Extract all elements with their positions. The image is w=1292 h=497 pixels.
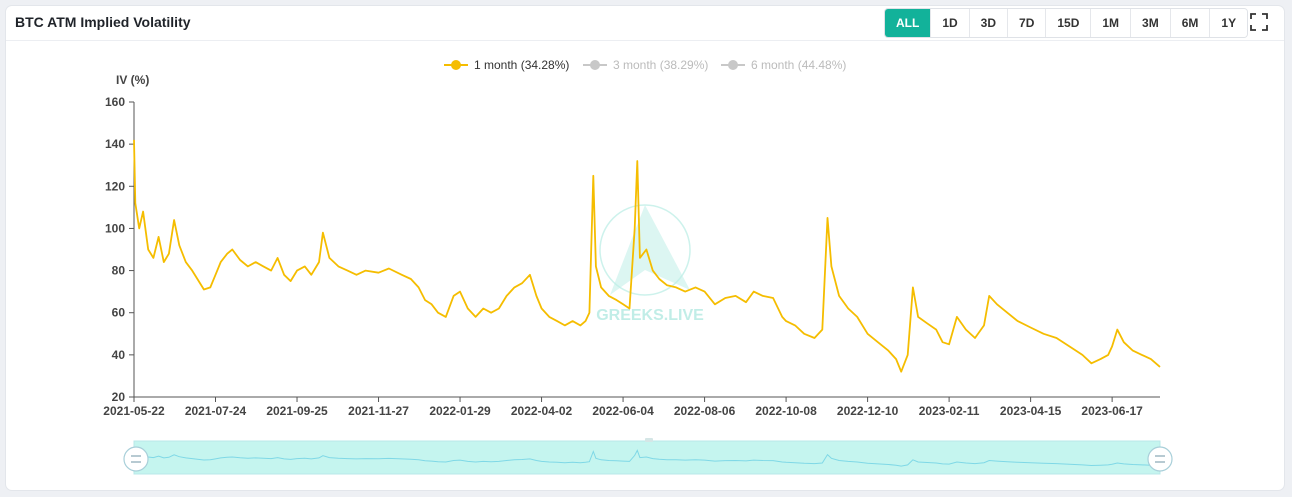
range-button-7d[interactable]: 7D [1008,9,1047,37]
x-tick-label: 2022-01-29 [429,404,491,418]
range-button-1y[interactable]: 1Y [1210,9,1248,37]
slider-preview-line [133,448,1161,467]
data-zoom-slider[interactable] [123,438,1173,475]
x-tick-label: 2023-02-11 [919,404,980,418]
range-button-1d[interactable]: 1D [931,9,970,37]
x-tick-label: 2022-06-04 [592,404,654,418]
y-tick-label: 60 [112,306,126,320]
x-tick-label: 2021-09-25 [266,404,328,418]
range-button-15d[interactable]: 15D [1046,9,1092,37]
fullscreen-icon[interactable] [1249,12,1269,32]
x-tick-label: 2022-12-10 [837,404,899,418]
slider-move-handle[interactable] [645,438,653,442]
x-tick-label: 2023-06-17 [1081,404,1143,418]
legend-label: 1 month (34.28%) [474,58,569,72]
x-tick-label: 2021-11-27 [348,404,409,418]
legend-marker [728,60,738,70]
x-tick-label: 2021-05-22 [103,404,165,418]
y-tick-label: 100 [105,221,125,235]
range-button-3m[interactable]: 3M [1131,9,1171,37]
range-button-3d[interactable]: 3D [969,9,1009,37]
legend-item-1[interactable]: 3 month (38.29%) [583,58,708,72]
y-tick-label: 140 [105,137,125,151]
x-tick-label: 2021-07-24 [185,404,247,418]
y-tick-label: 160 [105,95,125,109]
watermark: GREEKS.LIVE [596,204,704,324]
y-tick-label: 40 [112,348,126,362]
chart-header: BTC ATM Implied Volatility ALL 1D 3D 7D 15D 1… [6,6,1284,41]
y-tick-label: 20 [112,390,126,404]
slider-handle-left[interactable] [123,446,149,472]
legend-label: 6 month (44.48%) [751,58,846,72]
x-tick-label: 2023-04-15 [1000,404,1062,418]
range-selector: ALL 1D 3D 7D 15D 1M 3M 6M 1Y [884,8,1249,38]
x-tick-label: 2022-08-06 [674,404,736,418]
range-button-1m[interactable]: 1M [1091,9,1132,37]
legend-marker [451,60,461,70]
y-tick-label: 80 [112,264,126,278]
x-axis: 2021-05-22 2021-07-24 2021-09-25 2021-11-27… [103,396,1160,418]
legend-marker [590,60,600,70]
page-title: BTC ATM Implied Volatility [15,14,191,30]
legend: 1 month (34.28%) 3 month (38.29%) 6 month … [444,58,846,72]
y-axis-label: IV (%) [116,73,149,87]
slider-handle-right[interactable] [1147,446,1173,472]
watermark-text: GREEKS.LIVE [596,307,704,324]
x-tick-label: 2022-04-02 [511,404,573,418]
legend-item-0[interactable]: 1 month (34.28%) [444,58,569,72]
series-line-0 [133,139,1161,373]
range-button-6m[interactable]: 6M [1170,9,1211,37]
legend-label: 3 month (38.29%) [613,58,708,72]
range-button-all[interactable]: ALL [885,9,932,37]
y-axis: 20 40 60 80 100 120 140 160 [105,95,135,404]
x-tick-label: 2022-10-08 [755,404,817,418]
legend-item-2[interactable]: 6 month (44.48%) [721,58,846,72]
y-tick-label: 120 [105,179,125,193]
series-layer [133,139,1161,373]
